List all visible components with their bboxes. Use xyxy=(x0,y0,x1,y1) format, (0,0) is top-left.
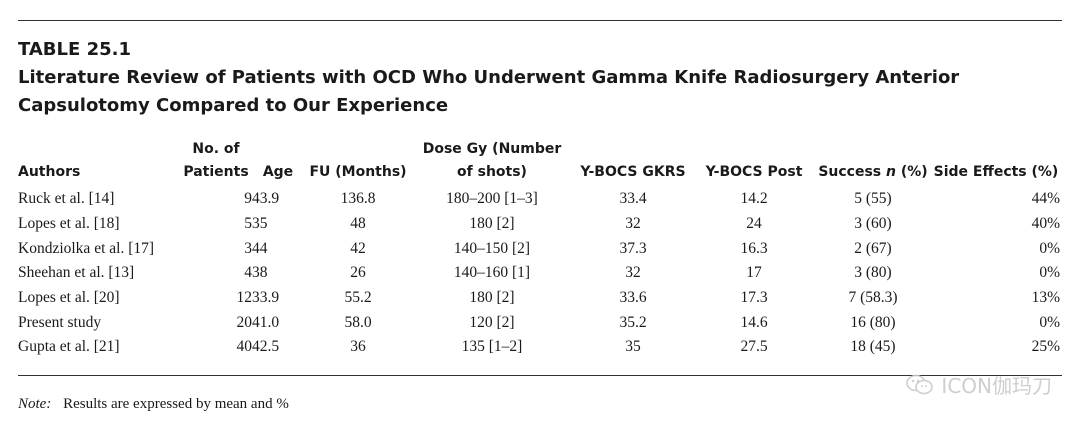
bottom-rule xyxy=(18,375,1062,376)
table-label: TABLE 25.1 xyxy=(18,39,131,60)
table-row: Lopes et al. [18] 5 35 48 180 [2] 32 24 3 (60) 4… xyxy=(18,212,1060,237)
header-patients: No. of Patients xyxy=(180,138,252,187)
cell-ybocs-post: 27.5 xyxy=(740,338,768,356)
cell-dose: 120 [2] xyxy=(469,313,515,331)
header-success-pre: Success xyxy=(818,164,886,180)
table-row: Present study 20 41.0 58.0 120 [2] 35.2 14.6 16… xyxy=(18,310,1060,335)
cell-age: 42.5 xyxy=(252,338,280,356)
cell-dose: 180 [2] xyxy=(469,215,515,233)
header-row: Authors No. of Patients Age FU (Months) … xyxy=(18,138,1060,187)
cell-success: 2 (67) xyxy=(854,239,892,257)
header-fu: FU (Months) xyxy=(309,164,407,180)
top-rule xyxy=(18,20,1062,21)
table-row: Sheehan et al. [13] 4 38 26 140–160 [1] 32 17 3… xyxy=(18,261,1060,286)
cell-authors: Lopes et al. [20] xyxy=(18,289,120,307)
cell-authors: Sheehan et al. [13] xyxy=(18,264,135,282)
cell-side-effects: 25% xyxy=(1031,338,1060,356)
cell-fu: 36 xyxy=(350,338,366,356)
header-dose-line2: of shots) xyxy=(457,164,527,180)
header-side-effects: Side Effects (%) xyxy=(933,164,1059,180)
table-row: Ruck et al. [14] 9 43.9 136.8 180–200 [1–3] 3… xyxy=(18,187,1060,212)
cell-fu: 58.0 xyxy=(344,313,372,331)
cell-dose: 140–150 [2] xyxy=(453,239,531,257)
cell-patients: 9 xyxy=(244,190,252,208)
cell-patients: 5 xyxy=(244,215,252,233)
literature-table: Authors No. of Patients Age FU (Months) … xyxy=(18,138,1060,360)
cell-ybocs-post: 14.6 xyxy=(740,313,768,331)
table-caption: TABLE 25.1 Literature Review of Patients… xyxy=(18,36,1068,120)
cell-side-effects: 44% xyxy=(1031,190,1060,208)
header-age: Age xyxy=(262,164,294,180)
cell-age: 43.9 xyxy=(252,190,280,208)
header-authors: Authors xyxy=(18,164,81,180)
header-dose-line1: Dose Gy (Number xyxy=(422,141,562,157)
cell-authors: Ruck et al. [14] xyxy=(18,190,115,208)
header-success: Success n (%) xyxy=(814,138,932,187)
cell-success: 18 (45) xyxy=(850,338,896,356)
cell-side-effects: 0% xyxy=(1039,239,1060,257)
cell-dose: 180 [2] xyxy=(469,289,515,307)
cell-success: 16 (80) xyxy=(850,313,896,331)
cell-authors: Lopes et al. [18] xyxy=(18,215,120,233)
cell-ybocs-gkrs: 35 xyxy=(625,338,641,356)
cell-patients: 3 xyxy=(244,239,252,257)
cell-dose: 135 [1–2] xyxy=(461,338,523,356)
table-title: Literature Review of Patients with OCD W… xyxy=(18,67,960,116)
cell-ybocs-gkrs: 33.6 xyxy=(619,289,647,307)
note-label: Note: xyxy=(18,396,52,412)
cell-ybocs-post: 24 xyxy=(746,215,762,233)
cell-age: 33.9 xyxy=(252,289,280,307)
watermark-text: ICON伽玛刀 xyxy=(941,374,1052,398)
cell-ybocs-post: 16.3 xyxy=(740,239,768,257)
cell-side-effects: 40% xyxy=(1031,215,1060,233)
header-patients-line2: Patients xyxy=(183,164,249,180)
cell-success: 3 (60) xyxy=(854,215,892,233)
header-patients-line1: No. of xyxy=(192,141,240,157)
cell-fu: 55.2 xyxy=(344,289,372,307)
cell-side-effects: 0% xyxy=(1039,313,1060,331)
cell-ybocs-post: 17.3 xyxy=(740,289,768,307)
watermark: ICON伽玛刀 xyxy=(905,370,1052,399)
header-success-post: (%) xyxy=(895,164,928,180)
cell-ybocs-gkrs: 35.2 xyxy=(619,313,647,331)
cell-patients: 20 xyxy=(236,313,253,331)
cell-dose: 180–200 [1–3] xyxy=(446,190,538,208)
header-success-n: n xyxy=(886,164,896,180)
cell-fu: 48 xyxy=(350,215,366,233)
cell-side-effects: 0% xyxy=(1039,264,1060,282)
table-note: Note: Results are expressed by mean and … xyxy=(18,396,289,413)
cell-ybocs-post: 17 xyxy=(746,264,762,282)
cell-patients: 4 xyxy=(244,264,252,282)
table-row: Kondziolka et al. [17] 3 44 42 140–150 [2] 37… xyxy=(18,236,1060,261)
cell-fu: 42 xyxy=(350,239,366,257)
cell-age: 35 xyxy=(252,215,268,233)
cell-patients: 12 xyxy=(236,289,253,307)
table-row: Lopes et al. [20] 12 33.9 55.2 180 [2] 33.6 17… xyxy=(18,286,1060,311)
cell-authors: Kondziolka et al. [17] xyxy=(18,239,155,257)
cell-ybocs-gkrs: 32 xyxy=(625,264,641,282)
cell-fu: 26 xyxy=(350,264,366,282)
cell-ybocs-gkrs: 37.3 xyxy=(619,239,647,257)
header-dose: Dose Gy (Number of shots) xyxy=(412,138,572,187)
cell-age: 41.0 xyxy=(252,313,280,331)
cell-success: 7 (58.3) xyxy=(848,289,898,307)
cell-success: 5 (55) xyxy=(854,190,892,208)
table-row: Gupta et al. [21] 40 42.5 36 135 [1–2] 35 27.5… xyxy=(18,335,1060,360)
cell-success: 3 (80) xyxy=(854,264,892,282)
cell-patients: 40 xyxy=(236,338,253,356)
cell-dose: 140–160 [1] xyxy=(453,264,531,282)
cell-age: 38 xyxy=(252,264,268,282)
wechat-icon xyxy=(906,374,934,394)
cell-authors: Gupta et al. [21] xyxy=(18,338,120,356)
header-ybocs-post: Y-BOCS Post xyxy=(705,164,803,180)
header-ybocs-gkrs: Y-BOCS GKRS xyxy=(580,164,686,180)
cell-age: 44 xyxy=(252,239,268,257)
cell-authors: Present study xyxy=(18,313,102,331)
cell-fu: 136.8 xyxy=(340,190,376,208)
cell-ybocs-post: 14.2 xyxy=(740,190,768,208)
cell-ybocs-gkrs: 33.4 xyxy=(619,190,647,208)
note-text: Results are expressed by mean and % xyxy=(63,396,289,412)
cell-side-effects: 13% xyxy=(1031,289,1060,307)
cell-ybocs-gkrs: 32 xyxy=(625,215,641,233)
